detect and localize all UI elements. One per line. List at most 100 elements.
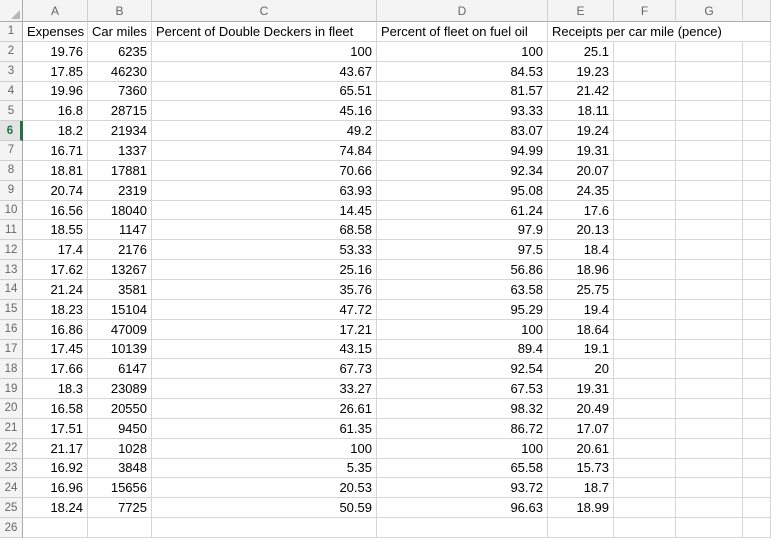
cell-H15[interactable] bbox=[743, 299, 771, 320]
row-header-12[interactable]: 12 bbox=[0, 240, 23, 261]
row-header-3[interactable]: 3 bbox=[0, 61, 23, 82]
cell-G25[interactable] bbox=[676, 498, 743, 519]
cell-E1[interactable]: Receipts per car mile (pence) bbox=[548, 22, 722, 42]
cell-G12[interactable] bbox=[676, 240, 743, 261]
cell-H25[interactable] bbox=[743, 498, 771, 519]
cell-G13[interactable] bbox=[676, 260, 743, 280]
column-header-B[interactable]: B bbox=[88, 0, 152, 22]
row-header-13[interactable]: 13 bbox=[0, 260, 23, 280]
cell-E8[interactable]: 20.07 bbox=[548, 160, 614, 181]
cell-E5[interactable]: 18.11 bbox=[548, 101, 614, 122]
cell-D16[interactable]: 100 bbox=[377, 319, 548, 340]
cell-D5[interactable]: 93.33 bbox=[377, 101, 548, 122]
cell-E9[interactable]: 24.35 bbox=[548, 180, 614, 201]
cell-D2[interactable]: 100 bbox=[377, 41, 548, 62]
cell-C8[interactable]: 70.66 bbox=[152, 160, 377, 181]
row-header-4[interactable]: 4 bbox=[0, 81, 23, 102]
cell-H24[interactable] bbox=[743, 478, 771, 499]
column-header-A[interactable]: A bbox=[23, 0, 88, 22]
cell-F25[interactable] bbox=[614, 498, 676, 519]
cell-C25[interactable]: 50.59 bbox=[152, 498, 377, 519]
cell-H12[interactable] bbox=[743, 240, 771, 261]
cell-B15[interactable]: 15104 bbox=[88, 299, 152, 320]
cell-B11[interactable]: 1147 bbox=[88, 220, 152, 241]
row-header-7[interactable]: 7 bbox=[0, 141, 23, 161]
cell-C23[interactable]: 5.35 bbox=[152, 458, 377, 479]
cell-F14[interactable] bbox=[614, 279, 676, 300]
cell-C11[interactable]: 68.58 bbox=[152, 220, 377, 241]
cell-C22[interactable]: 100 bbox=[152, 438, 377, 459]
cell-D19[interactable]: 67.53 bbox=[377, 379, 548, 400]
row-header-21[interactable]: 21 bbox=[0, 418, 23, 439]
cell-H20[interactable] bbox=[743, 399, 771, 419]
cell-F19[interactable] bbox=[614, 379, 676, 400]
cell-H1[interactable] bbox=[743, 22, 771, 42]
row-header-14[interactable]: 14 bbox=[0, 279, 23, 300]
column-header-G[interactable]: G bbox=[676, 0, 743, 22]
cell-H6[interactable] bbox=[743, 121, 771, 142]
row-header-17[interactable]: 17 bbox=[0, 339, 23, 360]
cell-E4[interactable]: 21.42 bbox=[548, 81, 614, 102]
row-header-1[interactable]: 1 bbox=[0, 22, 23, 42]
row-header-2[interactable]: 2 bbox=[0, 41, 23, 62]
cell-F3[interactable] bbox=[614, 61, 676, 82]
cell-C13[interactable]: 25.16 bbox=[152, 260, 377, 280]
cell-F11[interactable] bbox=[614, 220, 676, 241]
cell-A19[interactable]: 18.3 bbox=[23, 379, 88, 400]
cell-F6[interactable] bbox=[614, 121, 676, 142]
cell-C12[interactable]: 53.33 bbox=[152, 240, 377, 261]
cell-H5[interactable] bbox=[743, 101, 771, 122]
cell-F2[interactable] bbox=[614, 41, 676, 62]
cell-C7[interactable]: 74.84 bbox=[152, 141, 377, 161]
cell-G23[interactable] bbox=[676, 458, 743, 479]
cell-F5[interactable] bbox=[614, 101, 676, 122]
cell-G10[interactable] bbox=[676, 200, 743, 221]
cell-E7[interactable]: 19.31 bbox=[548, 141, 614, 161]
cell-B22[interactable]: 1028 bbox=[88, 438, 152, 459]
row-header-5[interactable]: 5 bbox=[0, 101, 23, 122]
cell-C2[interactable]: 100 bbox=[152, 41, 377, 62]
cell-C19[interactable]: 33.27 bbox=[152, 379, 377, 400]
cell-A13[interactable]: 17.62 bbox=[23, 260, 88, 280]
cell-H13[interactable] bbox=[743, 260, 771, 280]
cell-F1[interactable] bbox=[614, 22, 676, 42]
cell-H21[interactable] bbox=[743, 418, 771, 439]
row-header-10[interactable]: 10 bbox=[0, 200, 23, 221]
cell-C26[interactable] bbox=[152, 518, 377, 538]
cell-G9[interactable] bbox=[676, 180, 743, 201]
cell-G8[interactable] bbox=[676, 160, 743, 181]
row-header-11[interactable]: 11 bbox=[0, 220, 23, 241]
cell-G3[interactable] bbox=[676, 61, 743, 82]
cell-B21[interactable]: 9450 bbox=[88, 418, 152, 439]
cell-D14[interactable]: 63.58 bbox=[377, 279, 548, 300]
cell-F4[interactable] bbox=[614, 81, 676, 102]
cell-E15[interactable]: 19.4 bbox=[548, 299, 614, 320]
cell-F8[interactable] bbox=[614, 160, 676, 181]
cell-C3[interactable]: 43.67 bbox=[152, 61, 377, 82]
cell-B23[interactable]: 3848 bbox=[88, 458, 152, 479]
cell-H7[interactable] bbox=[743, 141, 771, 161]
cell-B18[interactable]: 6147 bbox=[88, 359, 152, 380]
cell-A20[interactable]: 16.58 bbox=[23, 399, 88, 419]
cell-G16[interactable] bbox=[676, 319, 743, 340]
column-header-E[interactable]: E bbox=[548, 0, 614, 22]
cell-H26[interactable] bbox=[743, 518, 771, 538]
cell-H9[interactable] bbox=[743, 180, 771, 201]
cell-A14[interactable]: 21.24 bbox=[23, 279, 88, 300]
cell-G18[interactable] bbox=[676, 359, 743, 380]
cell-A7[interactable]: 16.71 bbox=[23, 141, 88, 161]
cell-H10[interactable] bbox=[743, 200, 771, 221]
cell-A23[interactable]: 16.92 bbox=[23, 458, 88, 479]
cell-G5[interactable] bbox=[676, 101, 743, 122]
cell-A25[interactable]: 18.24 bbox=[23, 498, 88, 519]
cell-G26[interactable] bbox=[676, 518, 743, 538]
cell-D4[interactable]: 81.57 bbox=[377, 81, 548, 102]
cell-G22[interactable] bbox=[676, 438, 743, 459]
cell-H8[interactable] bbox=[743, 160, 771, 181]
cell-E12[interactable]: 18.4 bbox=[548, 240, 614, 261]
cell-G17[interactable] bbox=[676, 339, 743, 360]
cell-E14[interactable]: 25.75 bbox=[548, 279, 614, 300]
cell-F9[interactable] bbox=[614, 180, 676, 201]
cell-A2[interactable]: 19.76 bbox=[23, 41, 88, 62]
cell-F22[interactable] bbox=[614, 438, 676, 459]
